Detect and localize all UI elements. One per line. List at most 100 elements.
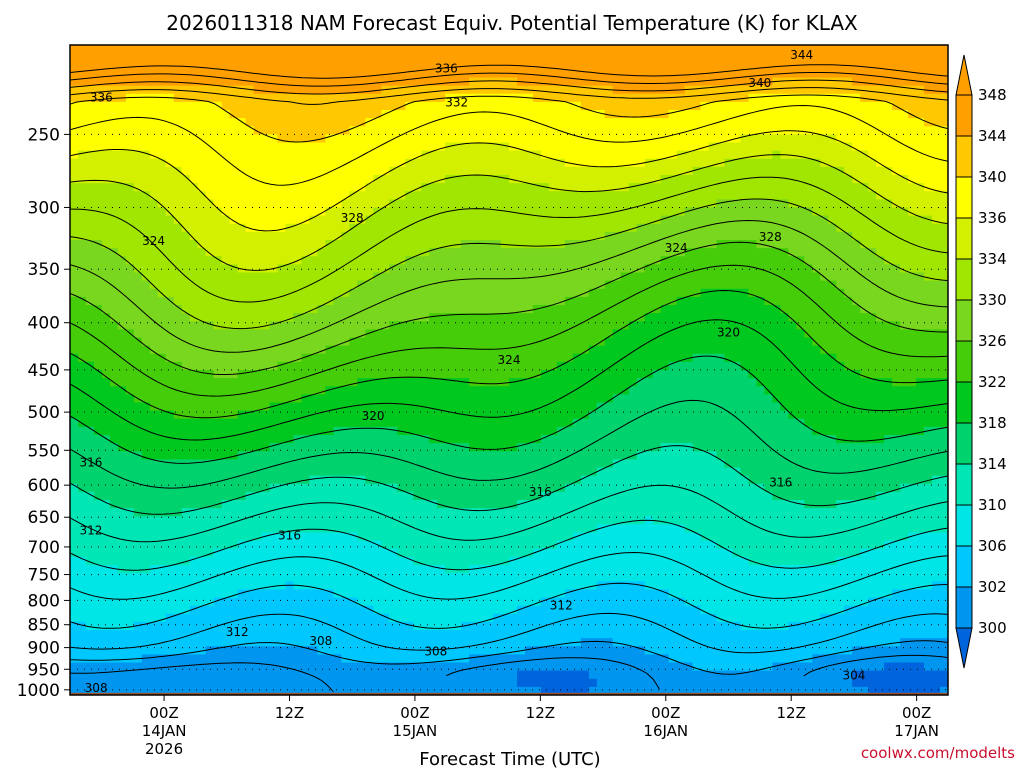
field-cell	[85, 483, 95, 493]
field-cell	[261, 589, 271, 599]
field-cell	[237, 191, 247, 200]
field-cell	[269, 126, 279, 135]
field-cell	[421, 573, 430, 582]
field-cell	[149, 158, 159, 168]
field-cell	[493, 110, 502, 119]
field-cell	[157, 581, 167, 590]
field-cell	[109, 491, 119, 501]
field-cell	[277, 410, 287, 420]
field-cell	[125, 345, 135, 355]
field-cell	[261, 483, 271, 493]
field-cell	[189, 166, 199, 176]
field-cell	[405, 329, 414, 339]
field-cell	[333, 500, 342, 509]
field-cell	[165, 110, 175, 119]
field-cell	[373, 394, 382, 404]
field-cell	[397, 443, 406, 452]
field-cell	[325, 126, 334, 135]
field-cell	[564, 175, 574, 184]
field-cell	[70, 101, 79, 111]
field-cell	[357, 597, 366, 607]
field-cell	[397, 183, 406, 192]
field-cell	[493, 621, 502, 631]
field-cell	[181, 630, 191, 639]
field-cell	[317, 426, 327, 436]
field-cell	[221, 61, 231, 70]
field-cell	[101, 556, 111, 566]
field-cell	[141, 272, 151, 282]
field-cell	[445, 248, 454, 257]
field-cell	[397, 394, 406, 404]
field-cell	[405, 597, 414, 607]
field-cell	[93, 378, 103, 387]
field-cell	[197, 467, 207, 477]
field-cell	[493, 150, 502, 160]
field-cell	[165, 305, 175, 314]
field-cell	[213, 491, 223, 501]
field-cell	[397, 158, 406, 168]
field-cell	[261, 61, 271, 70]
field-cell	[101, 467, 111, 477]
field-cell	[293, 532, 303, 542]
field-cell	[556, 540, 566, 550]
field-cell	[453, 491, 462, 501]
field-cell	[101, 110, 111, 119]
field-cell	[317, 581, 327, 590]
field-cell	[85, 361, 95, 371]
field-cell	[301, 662, 311, 672]
field-cell	[77, 345, 87, 355]
field-cell	[173, 597, 183, 607]
field-cell	[93, 418, 103, 428]
field-cell	[117, 45, 127, 54]
field-cell	[365, 418, 374, 428]
field-cell	[524, 345, 534, 355]
field-cell	[516, 613, 526, 623]
field-cell	[445, 101, 454, 111]
field-cell	[117, 158, 127, 168]
field-cell	[556, 53, 566, 62]
field-cell	[70, 45, 79, 54]
field-cell	[157, 101, 167, 111]
field-cell	[445, 443, 454, 452]
field-cell	[213, 329, 223, 339]
field-cell	[341, 272, 350, 282]
field-cell	[485, 345, 494, 355]
field-cell	[309, 272, 319, 282]
field-cell	[548, 256, 558, 265]
field-cell	[556, 548, 566, 558]
field-cell	[413, 402, 422, 412]
field-cell	[493, 207, 502, 217]
field-cell	[381, 556, 390, 566]
field-cell	[485, 231, 494, 241]
field-cell	[540, 337, 550, 347]
field-cell	[70, 313, 79, 322]
field-cell	[253, 630, 263, 639]
field-cell	[469, 313, 478, 322]
field-cell	[213, 313, 223, 322]
field-cell	[333, 142, 342, 152]
field-cell	[556, 556, 566, 566]
field-cell	[149, 183, 159, 192]
field-cell	[237, 435, 247, 444]
field-cell	[325, 516, 334, 525]
field-cell	[173, 548, 183, 558]
field-cell	[165, 313, 175, 322]
field-cell	[70, 134, 79, 144]
field-cell	[493, 589, 502, 599]
field-cell	[117, 573, 127, 582]
field-cell	[133, 321, 143, 330]
field-cell	[421, 175, 430, 184]
field-cell	[277, 491, 287, 501]
field-cell	[205, 597, 215, 607]
field-cell	[189, 53, 199, 62]
field-cell	[197, 53, 207, 62]
field-cell	[213, 402, 223, 412]
field-cell	[269, 646, 279, 655]
field-cell	[141, 199, 151, 209]
field-cell	[453, 337, 462, 347]
field-cell	[413, 500, 422, 509]
field-cell	[285, 183, 295, 192]
field-cell	[413, 418, 422, 428]
field-cell	[141, 613, 151, 623]
field-cell	[213, 272, 223, 282]
